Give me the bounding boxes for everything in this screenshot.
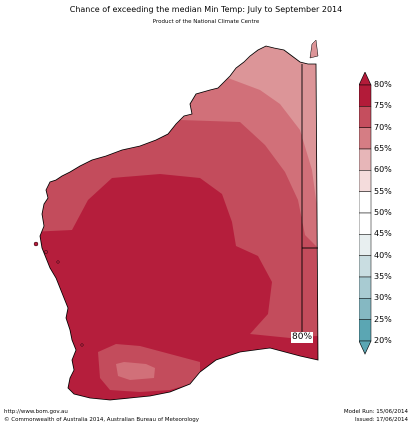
footer-url[interactable]: http://www.bom.gov.au	[4, 409, 68, 415]
legend-label: 30%	[374, 293, 392, 303]
legend-label: 20%	[374, 336, 392, 345]
legend-swatch	[359, 106, 372, 128]
footer-issued: Issued: 17/06/2014	[354, 417, 408, 423]
legend-swatch	[359, 148, 372, 171]
legend-swatch	[359, 276, 372, 299]
island-south-1	[80, 343, 84, 347]
island-west-1	[33, 241, 39, 247]
map-subtitle: Product of the National Climate Centre	[152, 19, 260, 25]
footer-model-run: Model Run: 15/06/2014	[343, 409, 408, 415]
legend-bottom-arrow	[359, 340, 372, 355]
legend-swatch	[359, 84, 372, 107]
map-title: Chance of exceeding the median Min Temp:…	[69, 5, 343, 14]
legend-swatch	[359, 255, 372, 278]
legend-label: 50%	[374, 208, 392, 217]
region-medium	[228, 46, 318, 230]
legend-swatch	[359, 298, 372, 320]
legend-swatch	[359, 234, 372, 256]
legend-label: 60%	[374, 165, 392, 175]
legend-label: 75%	[374, 101, 392, 111]
legend-swatch	[359, 212, 372, 235]
legend-label: 45%	[374, 229, 392, 239]
legend-label: 35%	[374, 272, 392, 281]
legend-label: 65%	[374, 144, 392, 153]
legend-colorbar	[359, 72, 372, 355]
footer-copyright: © Commonwealth of Australia 2014, Austra…	[4, 417, 199, 423]
legend-top-arrow	[359, 72, 372, 86]
island-north-1	[309, 39, 319, 59]
island-west-2	[44, 250, 48, 254]
legend-swatch	[359, 319, 372, 342]
legend-label: 80%	[374, 80, 392, 89]
coastline	[39, 45, 319, 401]
legend-label: 55%	[374, 186, 392, 196]
legend-swatch	[359, 170, 372, 192]
legend-label: 25%	[374, 314, 392, 324]
legend-label: 40%	[374, 250, 392, 260]
legend-label: 70%	[374, 122, 392, 132]
legend-swatch	[359, 191, 372, 214]
island-west-3	[56, 260, 60, 264]
region-medium-high-south	[116, 362, 155, 380]
contour-label-80: 80%	[291, 332, 314, 343]
legend-swatch	[359, 127, 372, 150]
